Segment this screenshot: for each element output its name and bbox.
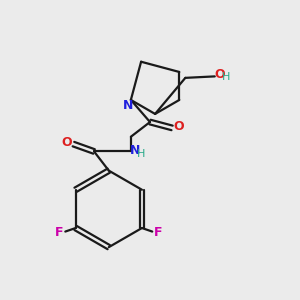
Text: O: O xyxy=(62,136,72,149)
Text: O: O xyxy=(173,120,184,133)
Text: H: H xyxy=(222,72,231,82)
Text: N: N xyxy=(123,99,133,112)
Text: H: H xyxy=(137,149,146,159)
Text: F: F xyxy=(55,226,64,239)
Text: O: O xyxy=(214,68,224,81)
Text: F: F xyxy=(154,226,162,239)
Text: N: N xyxy=(130,144,140,157)
